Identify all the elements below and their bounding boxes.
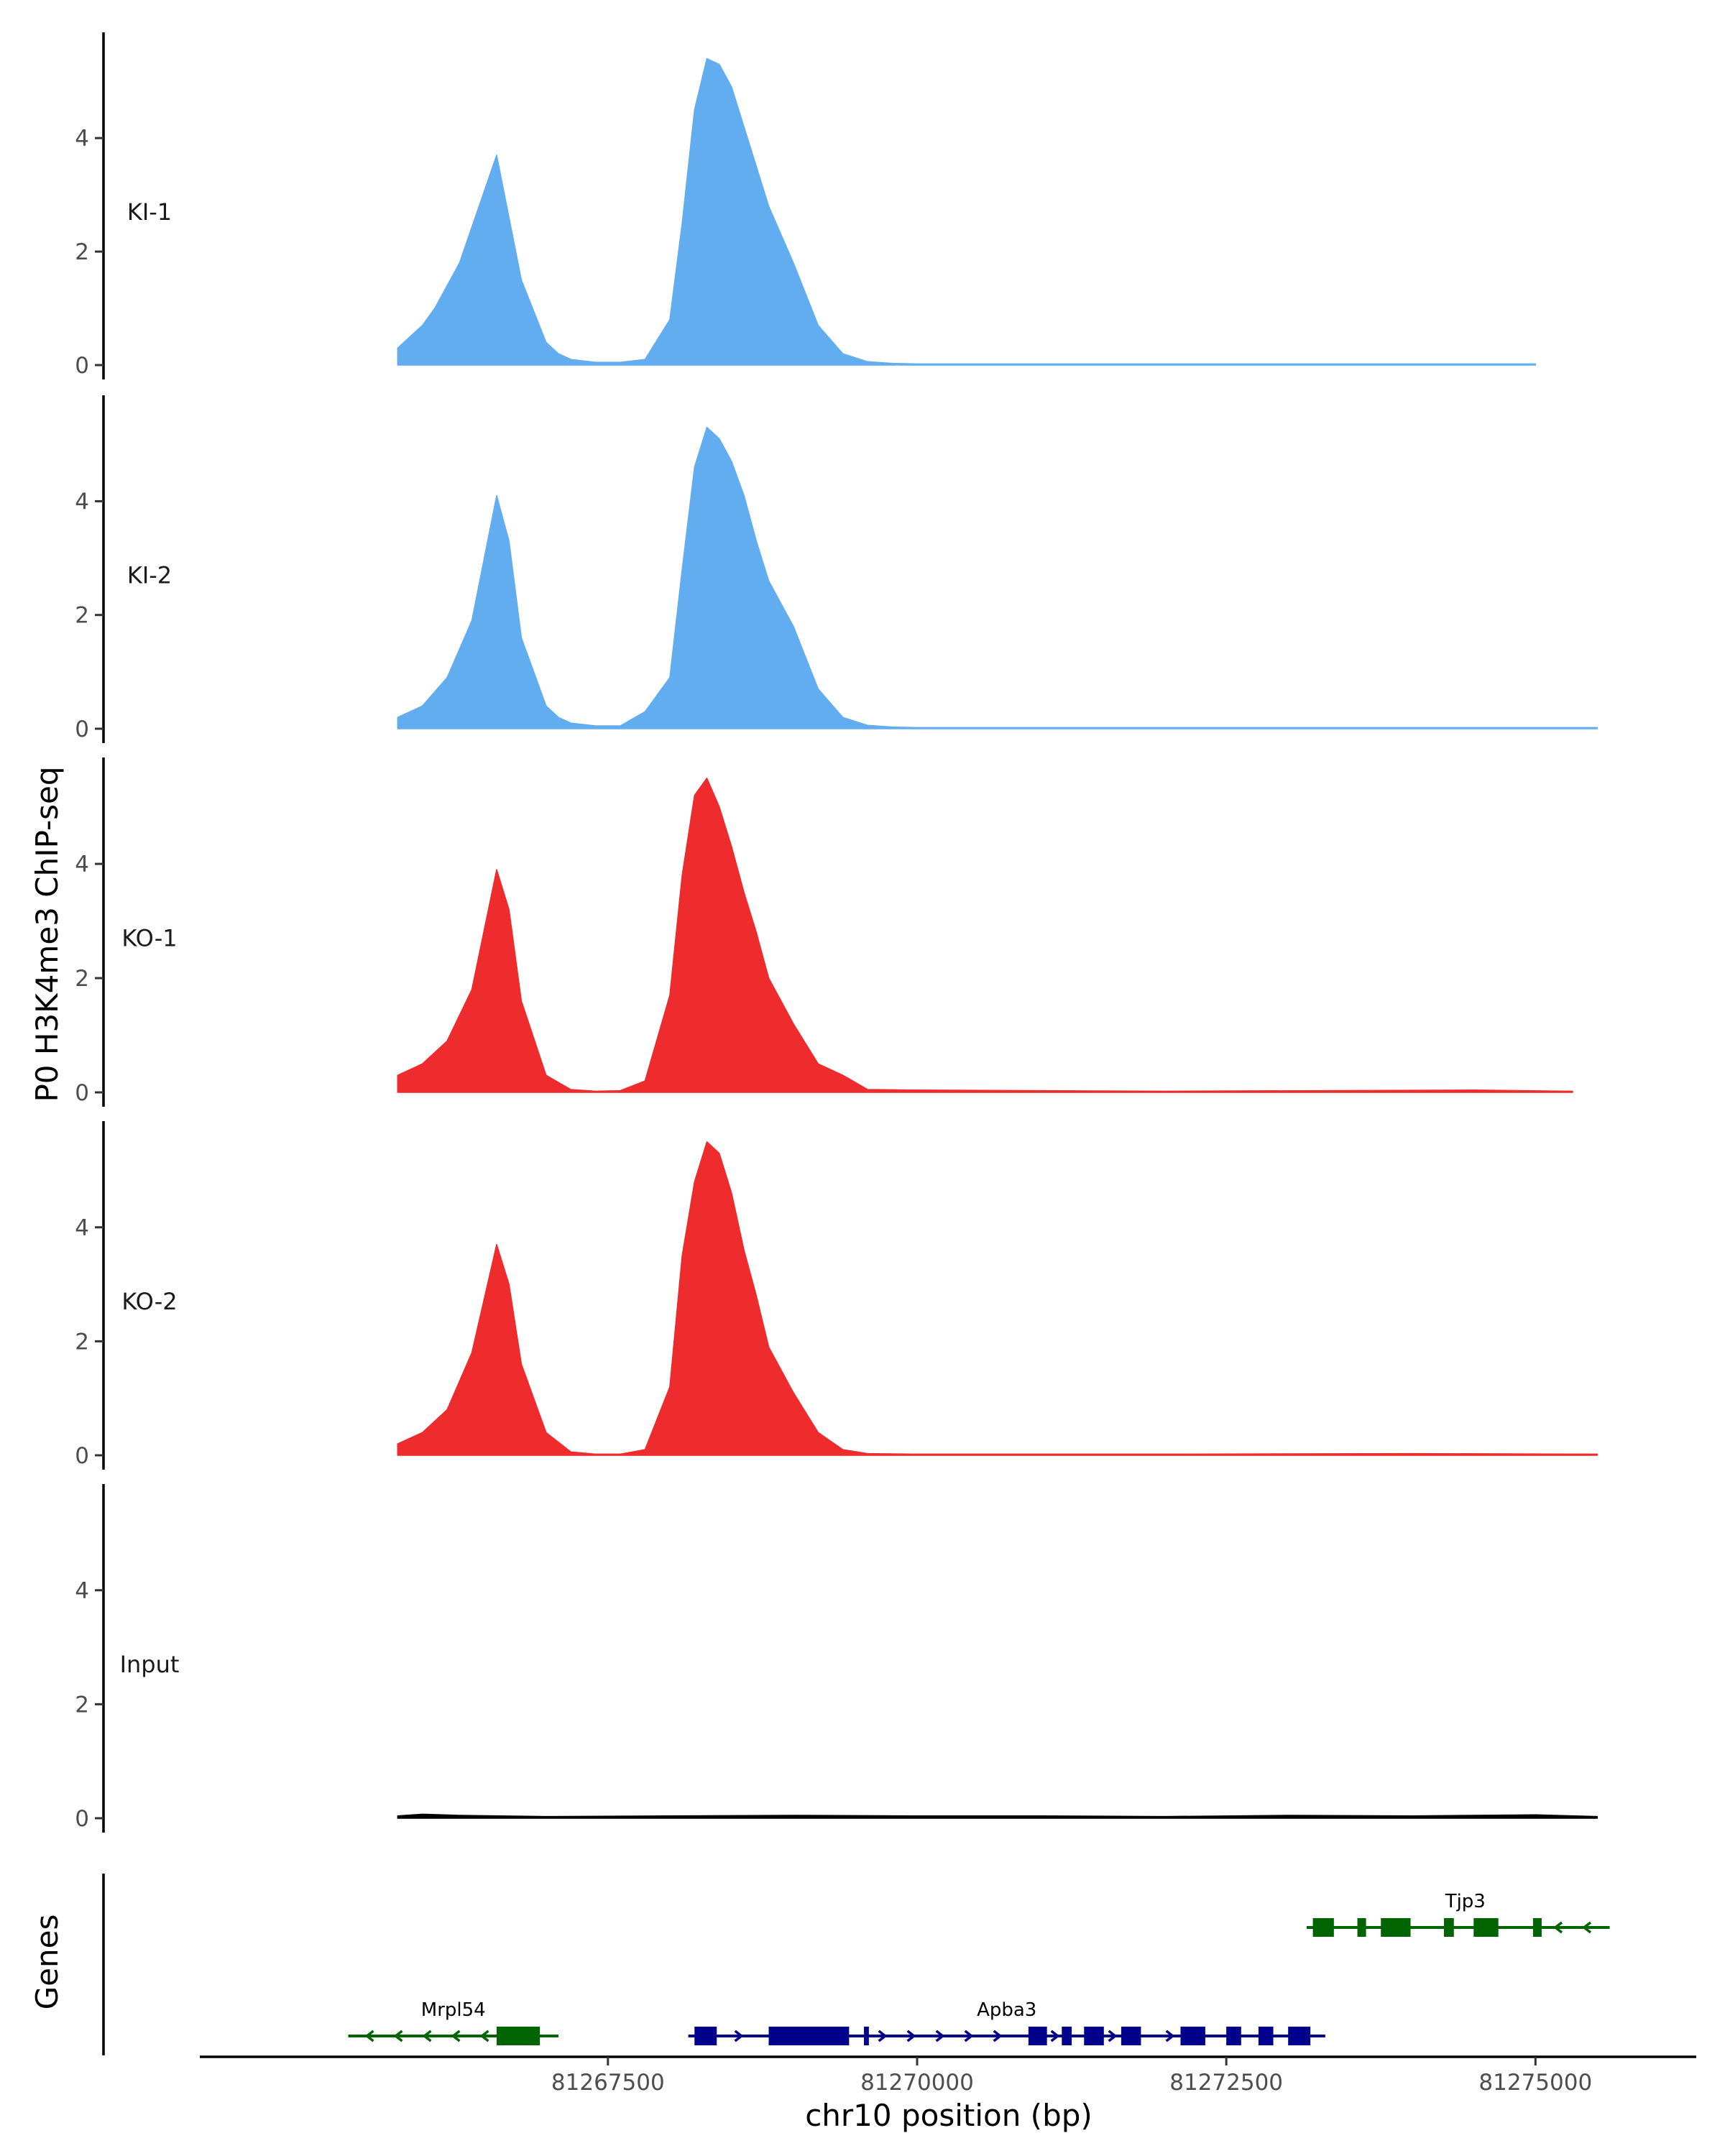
genes-axis-title: Genes (29, 1915, 65, 2010)
gene-exon (694, 2027, 717, 2045)
gene-exon (1288, 2027, 1311, 2045)
y-tick-label: 2 (75, 239, 89, 265)
track-panel-input: 0 2 4 Input (75, 1484, 1598, 1833)
strand-arrow-icon (1108, 2030, 1118, 2042)
gene-exon (768, 2027, 850, 2045)
track-label: KI-2 (127, 561, 172, 589)
strand-arrow-icon (1165, 2030, 1175, 2042)
y-tick-label: 2 (75, 603, 89, 629)
gene-name-label: Mrpl54 (421, 1999, 486, 2021)
gene-name-label: Tjp3 (1445, 1891, 1486, 1912)
coverage-area (397, 57, 1537, 366)
track-panel-ko-1: 0 2 4 KO-1 (75, 757, 1573, 1107)
x-tick-label: 81275000 (1478, 2070, 1592, 2096)
gene-exon (1258, 2027, 1274, 2045)
strand-arrow-icon (906, 2030, 916, 2042)
y-tick-label: 4 (75, 852, 89, 877)
strand-arrow-icon (935, 2030, 945, 2042)
gene-exon (1226, 2027, 1241, 2045)
strand-arrow-icon (479, 2030, 489, 2042)
strand-arrow-icon (878, 2030, 888, 2042)
track-label: KI-1 (127, 198, 172, 226)
gene-apba3: Apba3 (688, 1999, 1325, 2045)
x-tick-label: 81272500 (1169, 2070, 1283, 2096)
y-tick-label: 0 (75, 1806, 89, 1832)
y-tick-label: 0 (75, 1080, 89, 1106)
strand-arrow-icon (734, 2030, 744, 2042)
gene-exon (496, 2027, 540, 2045)
gene-exon (863, 2027, 869, 2045)
track-label: KO-1 (121, 924, 177, 952)
strand-arrow-icon (964, 2030, 974, 2042)
gene-exon (1028, 2027, 1047, 2045)
strand-arrow-icon (1582, 1921, 1592, 1934)
x-axis: 81267500 81270000 81272500 81275000 (200, 2055, 1696, 2096)
track-panel-ko-2: 0 2 4 KO-2 (75, 1121, 1598, 1470)
gene-exon (1062, 2027, 1072, 2045)
y-tick-label: 4 (75, 489, 89, 515)
gene-exon (1381, 1918, 1411, 1937)
y-tick-label: 2 (75, 1329, 89, 1355)
y-tick-label: 2 (75, 1692, 89, 1718)
gene-exon (1084, 2027, 1104, 2045)
strand-arrow-icon (393, 2030, 403, 2042)
gene-exon (1532, 1918, 1542, 1937)
coverage-area (397, 1813, 1598, 1819)
coverage-area (397, 778, 1573, 1093)
track-panel-ki-2: 0 2 4 KI-2 (75, 395, 1598, 743)
track-panel-ki-1: 0 2 4 KI-1 (75, 32, 1537, 379)
y-axis-title: P0 H3K4me3 ChIP-seq (29, 766, 65, 1102)
strand-arrow-icon (1553, 1921, 1563, 1934)
gene-tjp3: Tjp3 (1306, 1891, 1610, 1937)
gene-exon (1312, 1918, 1334, 1937)
strand-arrow-icon (993, 2030, 1003, 2042)
gene-exon (1121, 2027, 1141, 2045)
track-label: KO-2 (121, 1288, 177, 1315)
y-tick-label: 4 (75, 126, 89, 152)
y-tick-label: 0 (75, 717, 89, 742)
y-tick-label: 2 (75, 966, 89, 992)
coverage-area (397, 426, 1598, 729)
gene-exon (1180, 2027, 1205, 2045)
gene-mrpl54: Mrpl54 (348, 1999, 558, 2045)
coverage-area (397, 1141, 1598, 1456)
y-tick-label: 0 (75, 353, 89, 379)
strand-arrow-icon (1050, 2030, 1060, 2042)
y-tick-label: 4 (75, 1578, 89, 1604)
strand-arrow-icon (422, 2030, 432, 2042)
strand-arrow-icon (451, 2030, 461, 2042)
x-tick-label: 81267500 (551, 2070, 665, 2096)
gene-annotation-panel: Mrpl54 Apba3 Tjp3 (102, 1874, 1610, 2055)
x-tick-label: 81270000 (860, 2070, 974, 2096)
coverage-tracks: 0 2 4 KI-1 0 2 4 KI-2 0 2 4 KO-1 0 2 4 KO-2 0 2 4 Input (75, 32, 1598, 1833)
gene-exon (1357, 1918, 1366, 1937)
gene-exon (1443, 1918, 1454, 1937)
gene-exon (1473, 1918, 1499, 1937)
y-tick-label: 4 (75, 1215, 89, 1241)
track-label: Input (120, 1651, 180, 1678)
x-axis-title: chr10 position (bp) (805, 2098, 1092, 2133)
y-tick-label: 0 (75, 1443, 89, 1469)
gene-name-label: Apba3 (977, 1999, 1036, 2021)
strand-arrow-icon (364, 2030, 374, 2042)
